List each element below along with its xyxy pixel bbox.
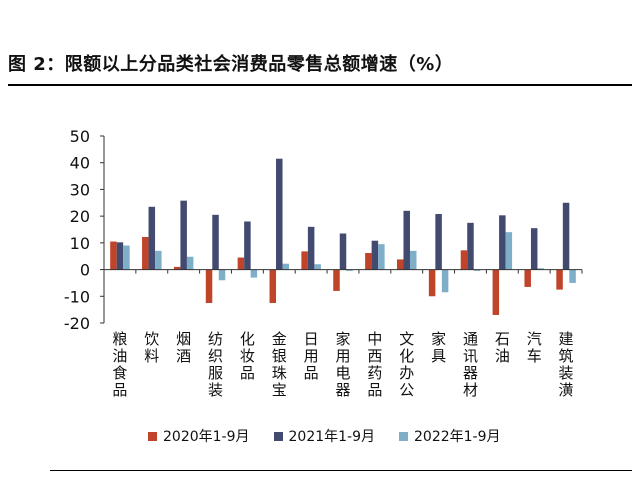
bar-2021 (116, 242, 124, 270)
category-label: 家具 (431, 330, 446, 365)
bar-2021 (499, 215, 506, 270)
bar-2022 (473, 269, 481, 271)
x-axis (103, 269, 583, 274)
legend: 2020年1-9月 2021年1-9月 2022年1-9月 (148, 426, 501, 446)
category-label: 建筑装潢 (559, 330, 574, 399)
bar-2021 (244, 221, 251, 270)
bar-2021 (467, 222, 474, 270)
bar-2021 (148, 206, 156, 270)
y-tick-label: 10 (70, 234, 90, 253)
category-label: 纺织服装 (208, 330, 223, 399)
category-label: 文化办公 (399, 330, 414, 399)
bar-2020 (142, 236, 149, 270)
legend-item-2020: 2020年1-9月 (148, 426, 250, 446)
category-label: 日用品 (304, 330, 319, 382)
y-axis: 50 40 30 20 10 0 -10 -20 (64, 127, 105, 333)
y-tick-label: 40 (70, 154, 90, 173)
bar-2022 (155, 250, 162, 270)
bar-2020 (524, 269, 531, 287)
bar-2021 (339, 233, 347, 270)
y-tick-label: 0 (80, 261, 90, 280)
bar-2021 (307, 226, 315, 270)
category-label: 粮油食品 (112, 330, 127, 399)
category-label: 饮料 (144, 330, 159, 365)
bar-2020 (205, 269, 213, 303)
category-label: 汽车 (527, 330, 542, 365)
category-label: 通讯器材 (463, 330, 478, 399)
category-label: 金银珠宝 (272, 330, 287, 399)
legend-item-2022: 2022年1-9月 (399, 426, 501, 446)
legend-swatch-2022 (399, 431, 408, 441)
bar-2022 (314, 264, 321, 270)
bar-2020 (428, 269, 436, 297)
bar-2022 (378, 244, 385, 270)
bar-2021 (530, 228, 538, 270)
category-label: 石油 (495, 330, 510, 365)
bar-2021 (180, 200, 187, 270)
bar-2021 (371, 240, 379, 270)
y-tick-label: 30 (70, 180, 90, 199)
y-tick-label: 50 (70, 127, 90, 146)
category-label: 烟酒 (176, 330, 191, 365)
bar-2020 (460, 250, 468, 270)
legend-label-2021: 2021年1-9月 (288, 429, 376, 445)
bar-2022 (346, 269, 353, 271)
y-tick-label: -20 (64, 314, 90, 333)
legend-swatch-2020 (148, 431, 157, 441)
bar-2020 (237, 257, 245, 270)
chart-title: 图 2：限额以上分品类社会消费品零售总额增速（%） (8, 54, 454, 75)
bar-2022 (123, 245, 130, 270)
bar-2022 (505, 232, 513, 270)
bar-2020 (396, 259, 404, 270)
legend-label-2020: 2020年1-9月 (163, 429, 250, 445)
bar-2020 (333, 269, 340, 291)
bar-2022 (537, 268, 544, 270)
bar-2020 (492, 269, 500, 315)
bar-2022 (282, 263, 290, 270)
bar-2022 (218, 269, 226, 281)
bar-2021 (562, 202, 570, 270)
bar-2021 (435, 214, 442, 270)
bottom-rule (50, 470, 632, 471)
legend-swatch-2021 (273, 431, 283, 441)
bar-2022 (186, 256, 194, 270)
title-rule (8, 84, 632, 86)
bar-2022 (409, 250, 417, 270)
bar-2021 (403, 210, 410, 270)
bar-2020 (301, 251, 308, 270)
y-tick-label: 20 (70, 207, 90, 226)
legend-label-2022: 2022年1-9月 (414, 429, 501, 445)
bar-2020 (556, 269, 563, 290)
category-label: 家用电器 (335, 330, 350, 399)
bar-2022 (441, 269, 449, 293)
bar-2022 (569, 269, 576, 283)
bar-2020 (269, 269, 277, 303)
legend-item-2021: 2021年1-9月 (273, 426, 376, 446)
bar-2020 (365, 253, 372, 270)
category-label: 化妆品 (240, 330, 255, 382)
bar-2020 (110, 241, 117, 270)
bar-2021 (276, 158, 283, 270)
category-label: 中西药品 (367, 330, 382, 399)
bars (110, 158, 576, 315)
y-tick-label: -10 (64, 287, 90, 306)
bar-2020 (173, 266, 181, 270)
bar-2022 (250, 269, 258, 278)
bar-2021 (212, 214, 219, 270)
